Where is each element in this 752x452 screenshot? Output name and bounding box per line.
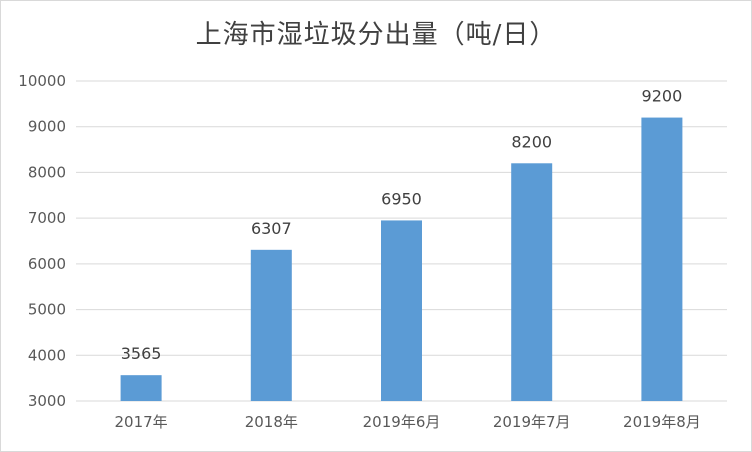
bar [381,220,422,401]
data-labels: 3565 6307 6950 8200 9200 [121,87,683,364]
data-label: 9200 [642,87,683,106]
bar [641,117,683,402]
y-tick-label: 3000 [28,392,66,410]
y-tick-label: 8000 [28,163,66,181]
bar [250,249,292,401]
bar [511,163,553,401]
data-label: 6307 [251,219,292,238]
data-label: 6950 [381,189,422,208]
x-tick-label: 2017年 [115,413,168,431]
data-label: 3565 [121,344,162,363]
x-tick-label: 2019年6月 [363,413,441,431]
x-tick-label: 2019年8月 [623,413,701,431]
y-axis: 3000 4000 5000 6000 7000 8000 9000 10000 [18,72,66,410]
x-axis: 2017年 2018年 2019年6月 2019年7月 2019年8月 [115,413,701,431]
y-tick-label: 10000 [18,72,66,90]
y-tick-label: 7000 [28,209,66,227]
y-tick-label: 5000 [28,301,66,319]
y-tick-label: 6000 [28,255,66,273]
x-tick-label: 2019年7月 [493,413,571,431]
x-tick-label: 2018年 [245,413,298,431]
y-tick-label: 4000 [28,346,66,364]
chart-title: 上海市湿垃圾分出量（吨/日） [195,20,557,50]
y-tick-label: 9000 [28,118,66,136]
data-label: 8200 [511,132,552,151]
bar [120,375,162,401]
bars [120,117,683,402]
